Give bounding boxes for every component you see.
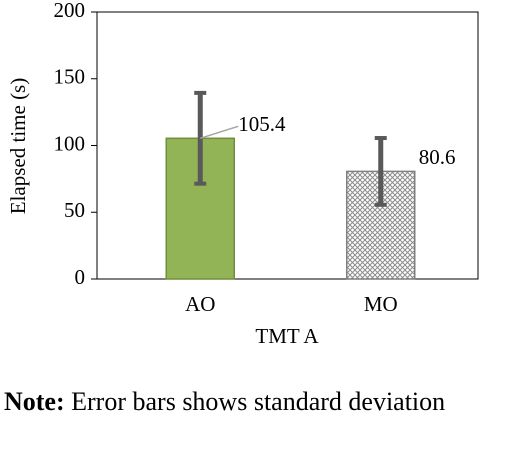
note: Note: Error bars shows standard deviatio… <box>4 384 504 419</box>
x-tick-label: MO <box>364 292 398 316</box>
value-label: 105.4 <box>238 112 286 136</box>
y-tick-label: 100 <box>54 131 86 155</box>
leader-line <box>200 125 239 140</box>
x-axis-label: TMT A <box>255 324 319 348</box>
x-tick-label: AO <box>185 292 215 316</box>
y-tick-label: 200 <box>54 0 86 22</box>
y-axis-label: Elapsed time (s) <box>6 78 30 214</box>
y-tick-label: 50 <box>64 198 85 222</box>
note-label: Note: <box>4 387 65 416</box>
y-tick-label: 0 <box>75 265 86 289</box>
note-text: Error bars shows standard deviation <box>71 387 446 416</box>
y-tick-label: 150 <box>54 65 86 89</box>
value-label: 80.6 <box>419 145 456 169</box>
chart: TMT A Elapsed time (s) 0 50 100 150 200 105.4… <box>6 0 479 348</box>
